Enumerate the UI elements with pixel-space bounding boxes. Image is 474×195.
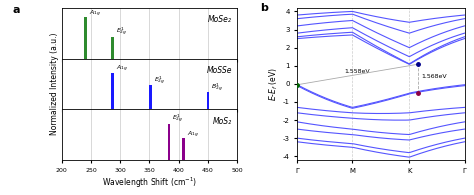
Y-axis label: $E$-$E_f$ (eV): $E$-$E_f$ (eV) xyxy=(267,67,280,101)
Bar xyxy=(111,73,114,109)
Text: $E^{1}_{2g}$: $E^{1}_{2g}$ xyxy=(172,113,183,125)
Bar xyxy=(168,124,170,160)
Bar xyxy=(207,92,209,109)
Text: $E^{1}_{2g}$: $E^{1}_{2g}$ xyxy=(154,74,165,87)
Text: b: b xyxy=(260,3,268,13)
X-axis label: Wavelength Shift (cm$^{-1}$): Wavelength Shift (cm$^{-1}$) xyxy=(102,175,197,190)
Bar xyxy=(149,85,152,109)
Text: $E^{1}_{2g}$: $E^{1}_{2g}$ xyxy=(116,26,128,38)
Text: a: a xyxy=(12,5,20,15)
Text: MoSe₂: MoSe₂ xyxy=(208,15,232,24)
Bar xyxy=(111,37,114,58)
Text: $A_{1g}$: $A_{1g}$ xyxy=(116,64,128,74)
Text: MoS₂: MoS₂ xyxy=(213,117,232,126)
Bar xyxy=(84,18,87,58)
Text: 1.558eV: 1.558eV xyxy=(344,69,370,74)
Y-axis label: Normalized Intensity (a.u.): Normalized Intensity (a.u.) xyxy=(50,33,59,135)
Text: $A_{1g}$: $A_{1g}$ xyxy=(89,9,101,19)
Bar xyxy=(182,138,184,160)
Text: $B^{1}_{2g}$: $B^{1}_{2g}$ xyxy=(211,82,223,94)
Text: MoSSe: MoSSe xyxy=(207,66,232,75)
Text: $A_{1g}$: $A_{1g}$ xyxy=(187,129,199,140)
Text: 1.568eV: 1.568eV xyxy=(421,74,447,79)
